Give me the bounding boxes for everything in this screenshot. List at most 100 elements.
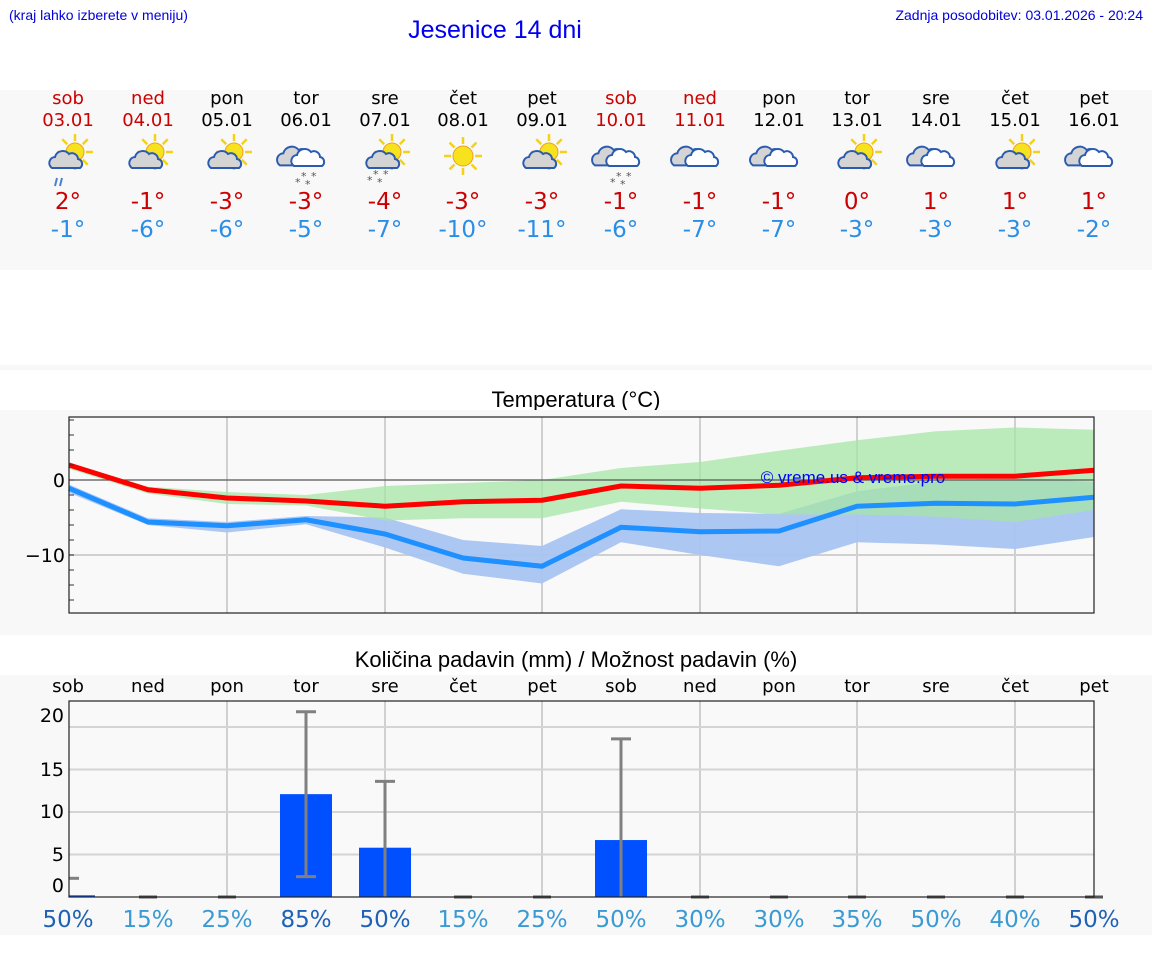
day-date: 07.01 xyxy=(359,110,411,131)
day-name: pet xyxy=(1079,88,1109,109)
day-date: 08.01 xyxy=(437,110,489,131)
day-label: pet xyxy=(527,676,557,697)
page-title: Jesenice 14 dni xyxy=(408,16,582,44)
y-tick-label: 20 xyxy=(40,705,64,727)
day-label: sob xyxy=(52,676,84,697)
day-label: tor xyxy=(844,676,870,697)
day-label: čet xyxy=(1001,676,1029,697)
precip-probability: 25% xyxy=(516,907,567,933)
day-label: ned xyxy=(131,676,165,697)
day-column: pet 09.01 -3° -11° xyxy=(502,88,582,244)
svg-text:*: * xyxy=(311,170,317,183)
cloudy-snow-icon: * * * * xyxy=(581,132,661,191)
min-temp: -6° xyxy=(130,217,166,243)
day-name: pon xyxy=(762,88,796,109)
day-label: čet xyxy=(449,676,477,697)
partly-cloudy-icon xyxy=(187,132,267,188)
partly-cloudy-snow-icon: * * * * xyxy=(345,132,425,189)
day-name: čet xyxy=(1000,88,1030,109)
precip-probability: 50% xyxy=(359,907,410,933)
svg-text:*: * xyxy=(377,176,383,188)
max-temp: -3° xyxy=(445,189,481,215)
day-column: ned 04.01 -1° -6° xyxy=(108,88,188,244)
cloudy-icon xyxy=(739,132,819,188)
day-column: čet 15.01 1° -3° xyxy=(975,88,1055,244)
svg-text:*: * xyxy=(367,174,373,187)
day-column: pon 12.01 -1° -7° xyxy=(739,88,819,244)
day-label: pon xyxy=(210,676,244,697)
day-label: sob xyxy=(605,676,637,697)
max-temp: 1° xyxy=(1001,189,1029,215)
day-date: 09.01 xyxy=(516,110,568,131)
sunny-icon xyxy=(423,132,503,188)
precip-probability: 40% xyxy=(989,907,1040,933)
min-temp: -6° xyxy=(209,217,245,243)
min-temp: -11° xyxy=(517,217,567,243)
temperature-chart-title: Temperatura (°C) xyxy=(491,387,661,412)
day-name: sob xyxy=(605,88,637,109)
cloudy-snow-icon: * * * * xyxy=(266,132,346,191)
y-tick-label: 0 xyxy=(53,470,65,492)
day-date: 14.01 xyxy=(910,110,962,131)
max-temp: -4° xyxy=(367,189,403,215)
max-temp: -3° xyxy=(209,189,245,215)
max-temp: 1° xyxy=(1080,189,1108,215)
min-temp: -1° xyxy=(50,217,86,243)
min-temp: -3° xyxy=(918,217,954,243)
day-column: pet 16.01 1° -2° xyxy=(1054,88,1134,244)
watermark: © vreme.us & vreme.pro xyxy=(761,468,945,487)
day-date: 06.01 xyxy=(280,110,332,131)
precip-probability: 15% xyxy=(437,907,488,933)
min-temp: -2° xyxy=(1076,217,1112,243)
max-temp: -1° xyxy=(682,189,718,215)
partly-cloudy-icon xyxy=(108,132,188,188)
precipitation-chart-title: Količina padavin (mm) / Možnost padavin … xyxy=(354,647,798,672)
max-temp: -1° xyxy=(603,189,639,215)
y-tick-label: 0 xyxy=(52,875,64,897)
day-label: sre xyxy=(922,676,949,697)
cloudy-icon xyxy=(896,132,976,188)
day-date: 04.01 xyxy=(122,110,174,131)
daily-forecast-band xyxy=(0,90,1152,270)
day-column: sre 07.01 * * * * -4° -7° xyxy=(345,88,425,244)
precip-probability: 35% xyxy=(831,907,882,933)
day-name: tor xyxy=(844,88,870,109)
day-name: ned xyxy=(131,88,165,109)
day-date: 15.01 xyxy=(989,110,1041,131)
day-name: tor xyxy=(293,88,319,109)
precipitation-chart: sob ned pon tor sre čet pet sob ned pon tor sre čet p… xyxy=(40,676,1120,933)
min-temp: -10° xyxy=(438,217,488,243)
precip-probability: 15% xyxy=(122,907,173,933)
svg-text:*: * xyxy=(610,176,616,188)
day-label: pet xyxy=(1079,676,1109,697)
max-temp: 0° xyxy=(843,189,871,215)
svg-text:*: * xyxy=(373,168,379,181)
precip-probability: 25% xyxy=(201,907,252,933)
svg-text:*: * xyxy=(301,170,307,183)
max-temp: -3° xyxy=(524,189,560,215)
day-column: ned 11.01 -1° -7° xyxy=(660,88,740,244)
svg-text:*: * xyxy=(626,170,632,183)
y-tick-label: 10 xyxy=(40,801,64,823)
precip-bar xyxy=(69,895,95,897)
precip-probability: 85% xyxy=(280,907,331,933)
svg-text:*: * xyxy=(620,178,626,188)
cloudy-icon xyxy=(1054,132,1134,188)
day-column: sob 10.01 * * * * -1° -6° xyxy=(581,88,661,244)
day-column: sob 03.01 2° -1° xyxy=(28,88,108,244)
day-date: 03.01 xyxy=(42,110,94,131)
min-temp: -7° xyxy=(682,217,718,243)
day-date: 05.01 xyxy=(201,110,253,131)
min-temp: -7° xyxy=(761,217,797,243)
day-name: pet xyxy=(527,88,557,109)
day-date: 16.01 xyxy=(1068,110,1120,131)
daily-forecast: sob 03.01 2° -1° ned 04.01 -1° -6° pon 05.01 -3° -6… xyxy=(0,88,1152,268)
day-label: sre xyxy=(371,676,398,697)
y-tick-label: 5 xyxy=(52,844,64,866)
day-name: sre xyxy=(371,88,399,109)
min-temp: -6° xyxy=(603,217,639,243)
min-temp: -3° xyxy=(839,217,875,243)
temperature-chart: 0 −10 © vreme.us & vreme.pro xyxy=(25,416,1095,614)
precip-probability: 50% xyxy=(42,907,93,933)
day-name: sob xyxy=(52,88,84,109)
